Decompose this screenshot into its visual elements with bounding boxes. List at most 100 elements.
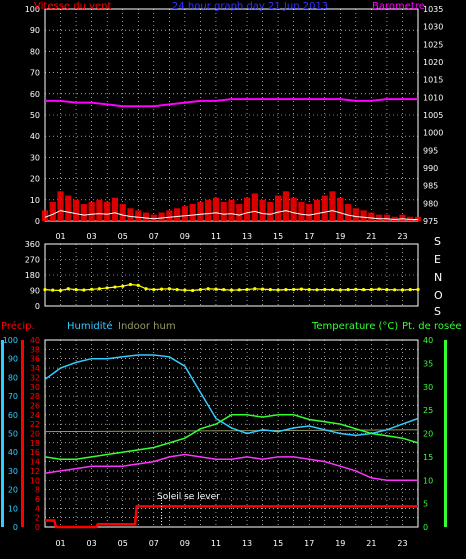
barometer-tick-label: 990	[423, 164, 438, 173]
barometer-line	[45, 98, 418, 108]
wind-bar	[142, 212, 150, 221]
precip-axis-bar	[21, 340, 24, 527]
wind-bar	[166, 210, 173, 221]
precip-tick-label: 8	[35, 486, 40, 495]
wind-tick-label: 60	[30, 90, 40, 99]
wind-bar	[337, 197, 344, 221]
humidity-tick-label: 60	[8, 411, 18, 420]
wind-bar	[96, 199, 103, 221]
wind-bar	[290, 197, 297, 221]
wind-tick-label: 30	[30, 153, 40, 162]
wind-bar	[205, 199, 212, 221]
humidity-temperature-panel: 0102030405060708090100024681012141618202…	[1, 336, 447, 548]
precip-tick-label: 14	[30, 458, 40, 467]
wind-bar	[329, 191, 336, 221]
wind-speed-label: Vitesse du vent	[34, 1, 112, 12]
temperature-line	[44, 414, 419, 460]
humidity-tick-label: 50	[8, 430, 18, 439]
direction-tick-label: 270	[25, 256, 40, 265]
wind-tick-label: 80	[30, 47, 40, 56]
bot-time-label: 21	[366, 539, 376, 548]
humidity-label: Humidité	[67, 321, 113, 332]
wind-bar	[313, 199, 321, 221]
wind-average-line	[44, 210, 418, 221]
top-time-label: 13	[242, 232, 252, 241]
direction-point	[416, 287, 420, 292]
wind-bar	[243, 197, 251, 221]
wind-bar	[399, 214, 406, 221]
wind-bar	[57, 191, 64, 221]
humidity-line	[44, 354, 419, 437]
precip-tick-label: 34	[30, 364, 40, 373]
top-time-label: 19	[335, 232, 345, 241]
bot-time-label: 05	[118, 539, 128, 548]
bot-time-label: 07	[149, 539, 159, 548]
barometer-tick-label: 980	[423, 199, 438, 208]
direction-tick-label: 360	[25, 240, 40, 249]
wind-direction-panel: 0 90 180 270 360	[25, 240, 420, 311]
humidity-tick-label: 40	[8, 448, 18, 457]
humidity-tick-label: 70	[8, 392, 18, 401]
barometer-tick-label: 985	[423, 182, 438, 191]
wind-bar	[88, 201, 95, 221]
bot-time-label: 15	[273, 539, 283, 548]
temperature-tick-label: 30	[423, 383, 433, 392]
top-time-label: 09	[180, 232, 190, 241]
wind-bar	[197, 201, 204, 221]
barometer-tick-label: 1020	[423, 58, 443, 67]
bot-time-label: 19	[335, 539, 345, 548]
top-time-label: 23	[397, 232, 407, 241]
barometer-tick-label: 995	[423, 146, 438, 155]
barometer-tick-label: 1000	[423, 129, 443, 138]
wind-bar	[352, 208, 359, 221]
precip-tick-label: 16	[30, 448, 40, 457]
direction-tick-label: 90	[30, 287, 40, 296]
bot-time-label: 23	[397, 539, 407, 548]
barometer-tick-label: 1015	[423, 76, 443, 85]
precip-tick-label: 36	[30, 355, 40, 364]
humidity-tick-label: 30	[8, 467, 18, 476]
wind-tick-label: 0	[35, 217, 40, 226]
wind-bar	[306, 204, 313, 221]
wind-bar	[228, 199, 235, 221]
bot-time-label: 11	[211, 539, 221, 548]
indoor-hum-label: Indoor hum	[118, 321, 176, 332]
precip-tick-label: 18	[30, 439, 40, 448]
wind-bar	[111, 197, 119, 221]
wind-tick-label: 70	[30, 69, 40, 78]
barometer-tick-label: 1025	[423, 40, 443, 49]
humidity-tick-label: 10	[8, 504, 18, 513]
wind-tick-label: 100	[25, 5, 40, 14]
wind-bar	[407, 216, 414, 221]
wind-bar	[360, 210, 367, 221]
wind-bar	[135, 210, 142, 221]
precip-tick-label: 0	[35, 523, 40, 532]
humidity-axis-bar	[1, 340, 4, 527]
direction-tick-label: 180	[25, 271, 40, 280]
precip-tick-label: 12	[30, 467, 40, 476]
precip-tick-label: 4	[35, 504, 40, 513]
top-time-label: 17	[304, 232, 314, 241]
top-time-label: 03	[87, 232, 97, 241]
precip-tick-label: 30	[30, 383, 40, 392]
wind-bar	[414, 216, 422, 221]
temperature-tick-label: 5	[423, 500, 428, 509]
temperature-tick-label: 35	[423, 359, 433, 368]
bot-time-label: 03	[87, 539, 97, 548]
wind-tick-label: 10	[30, 196, 40, 205]
temperature-tick-label: 15	[423, 453, 433, 462]
precip-tick-label: 28	[30, 392, 40, 401]
wind-tick-label: 90	[30, 26, 40, 35]
compass-e: E	[434, 253, 441, 266]
wind-bar	[104, 201, 111, 221]
bot-time-label: 17	[304, 539, 314, 548]
wind-bar	[383, 214, 391, 221]
wind-bar	[65, 195, 72, 221]
temperature-tick-label: 20	[423, 430, 433, 439]
temperature-tick-label: 10	[423, 476, 433, 485]
humidity-tick-label: 90	[8, 355, 18, 364]
precip-tick-label: 32	[30, 373, 40, 382]
wind-bar	[72, 199, 80, 221]
